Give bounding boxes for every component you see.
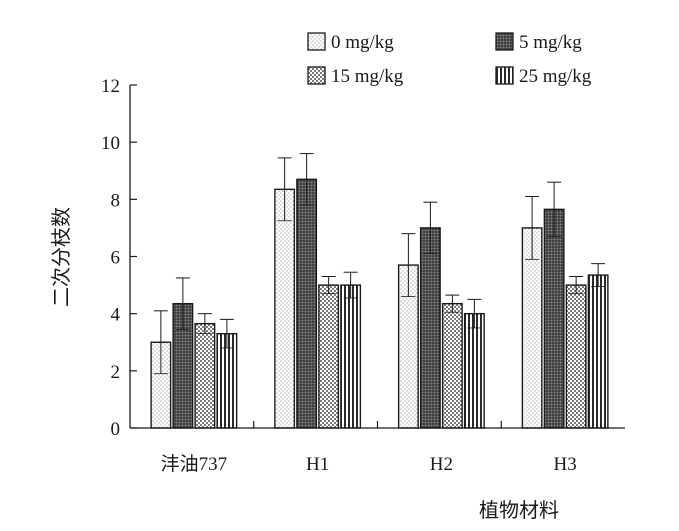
bar <box>587 274 609 429</box>
bar <box>318 284 340 429</box>
x-category-label: H1 <box>306 454 329 475</box>
x-category-labels: 沣油737 H1 H2 H3 <box>161 453 577 475</box>
legend-label: 5 mg/kg <box>519 32 582 53</box>
bar <box>340 284 362 429</box>
y-tick-label: 10 <box>101 133 120 154</box>
bar <box>419 227 441 429</box>
x-category-label: H3 <box>554 454 577 475</box>
y-tick-label: 6 <box>111 248 121 269</box>
y-axis-label: 二次分枝数 <box>50 207 73 307</box>
legend-swatch <box>495 32 514 51</box>
y-tick-label: 2 <box>111 362 121 383</box>
bar <box>463 312 485 429</box>
x-axis-label: 植物材料 <box>479 499 559 522</box>
legend: 0 mg/kg 5 mg/kg 15 mg/kg 25 mg/kg <box>307 32 592 87</box>
x-category-label: 沣油737 <box>161 453 228 475</box>
legend-label: 0 mg/kg <box>331 32 394 53</box>
y-tick-label: 8 <box>111 190 121 211</box>
bar <box>296 178 318 429</box>
bar <box>543 208 565 429</box>
bar <box>274 188 296 429</box>
bar <box>441 302 463 429</box>
legend-label: 25 mg/kg <box>519 66 592 87</box>
legend-swatch <box>307 66 326 85</box>
y-ticks: 0 2 4 6 8 10 12 <box>101 76 137 440</box>
y-tick-label: 4 <box>111 305 121 326</box>
bar <box>565 284 587 429</box>
bars <box>150 178 609 429</box>
y-tick-label: 12 <box>101 76 120 97</box>
legend-swatch <box>495 66 514 85</box>
legend-swatch <box>307 32 326 51</box>
legend-label: 15 mg/kg <box>331 66 404 87</box>
x-category-label: H2 <box>430 454 453 475</box>
bar <box>194 322 216 429</box>
y-tick-label: 0 <box>111 419 121 440</box>
error-bars <box>153 153 606 375</box>
